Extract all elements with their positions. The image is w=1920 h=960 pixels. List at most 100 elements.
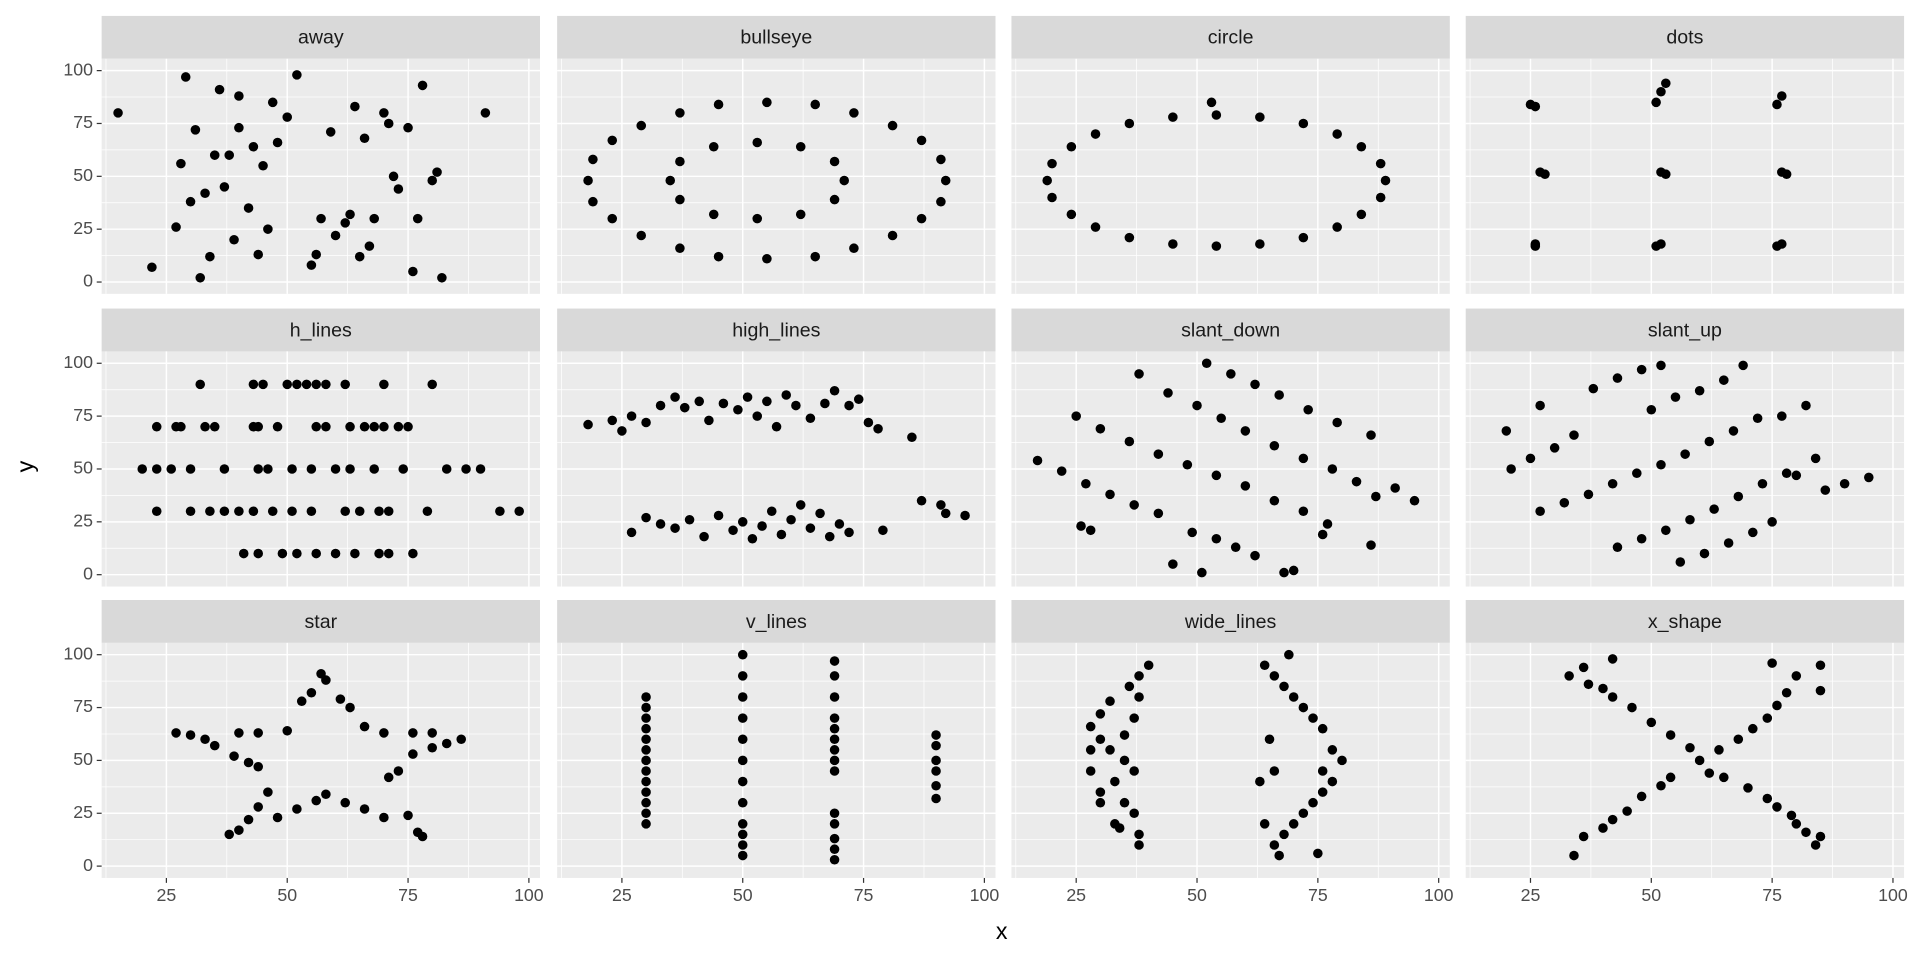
point [267,506,278,517]
point [931,740,941,751]
point [292,70,302,80]
point [1607,814,1618,825]
x-tick-label: 75 [398,885,418,905]
point [1047,192,1057,203]
point [1675,557,1686,567]
point [238,548,249,559]
point [1578,662,1589,673]
point [330,230,341,241]
point [1670,392,1681,402]
point [379,812,389,823]
point [1124,436,1135,447]
point [737,819,748,829]
point [1864,472,1874,483]
point [1095,797,1106,808]
point [219,506,230,517]
point [737,829,748,840]
point [1206,97,1217,108]
point [185,506,196,517]
point [1752,413,1763,424]
point [583,419,593,430]
point [1748,527,1758,538]
x-tick-label: 50 [733,885,753,905]
point [1685,742,1695,753]
point [354,506,365,517]
point [1105,696,1115,706]
strip-label: wide_lines [1184,611,1277,633]
point [1375,158,1386,169]
point [263,787,273,797]
point [1661,169,1671,179]
point [641,787,651,797]
point [147,262,157,273]
point [1646,717,1657,728]
point [1071,411,1081,421]
point [1356,209,1367,220]
point [243,814,254,825]
point [829,855,840,865]
point [1085,721,1096,732]
point [1274,390,1284,400]
point [1327,745,1338,755]
point [1390,483,1400,493]
point [641,745,651,755]
point [1777,91,1787,101]
point [1733,734,1744,745]
x-tick-label: 100 [1878,885,1908,905]
point [1767,658,1777,668]
point [1279,681,1289,692]
point [1559,498,1570,508]
point [412,213,423,224]
point [641,766,651,776]
point [810,251,821,262]
point [456,734,466,745]
point [350,101,360,112]
point [1110,776,1120,787]
point [383,772,394,783]
point [1182,459,1193,470]
x-tick-label: 25 [1066,885,1086,905]
point [321,789,331,800]
point [263,464,273,474]
point [931,781,941,791]
point [1564,671,1574,681]
strip [101,308,540,352]
point [737,755,748,766]
point [820,398,830,409]
point [1728,426,1739,436]
y-tick-label: 0 [83,855,93,875]
point [1632,468,1642,478]
point [641,417,651,428]
point [679,402,690,413]
point [762,97,772,108]
point [1153,508,1164,519]
point [1627,702,1637,713]
point [248,379,259,390]
point [340,797,350,808]
point [1815,685,1826,696]
point [1588,383,1599,394]
point [636,230,647,241]
point [1255,239,1265,249]
point [272,137,283,148]
point [1762,793,1773,804]
point [1298,506,1309,517]
point [1714,745,1724,755]
point [931,766,941,776]
point [369,421,379,432]
point [1274,850,1284,861]
y-tick-label: 100 [63,643,93,663]
point [713,510,724,521]
point [383,506,394,517]
x-tick-label: 100 [514,885,544,905]
point [1259,819,1270,829]
point [626,527,637,538]
point [1636,364,1647,375]
point [171,728,181,738]
point [1197,567,1207,578]
point [176,421,186,432]
point [1607,479,1618,489]
point [1090,129,1101,139]
point [844,527,854,538]
